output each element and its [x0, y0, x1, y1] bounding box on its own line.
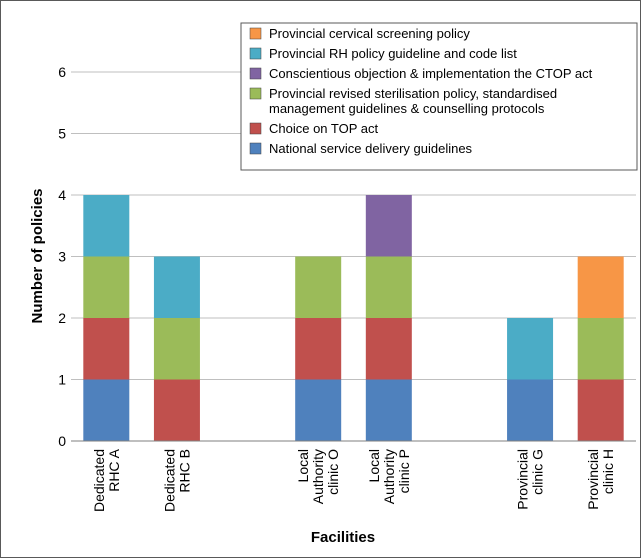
bar-segment — [577, 256, 624, 318]
x-category-label-line: Dedicated — [161, 449, 177, 512]
x-category-label-line: Local — [366, 449, 382, 482]
y-tick-label: 6 — [58, 64, 66, 80]
bar-segment — [83, 256, 130, 318]
x-category-label-line: Provincial — [515, 449, 531, 510]
bar-segment — [365, 379, 412, 441]
y-tick-label: 0 — [58, 433, 66, 449]
x-axis-title: Facilities — [311, 529, 375, 546]
bar-segment — [153, 379, 200, 441]
legend-label: National service delivery guidelines — [269, 141, 473, 156]
legend-swatch — [249, 122, 262, 135]
bar-segment — [83, 195, 130, 257]
y-tick-label: 1 — [58, 372, 66, 388]
x-category-label-line: Authority — [381, 449, 397, 504]
legend-label: Provincial cervical screening policy — [269, 26, 470, 41]
y-axis-title: Number of policies — [29, 188, 46, 323]
x-category-label-line: RHC B — [176, 449, 192, 493]
legend-swatch — [249, 47, 262, 60]
y-tick-label: 2 — [58, 310, 66, 326]
x-category-label: Local Authority clinic P — [366, 449, 412, 504]
bar-segment — [153, 256, 200, 318]
x-category-label-line: Dedicated — [91, 449, 107, 512]
y-tick-label: 3 — [58, 249, 66, 265]
legend-label: Provincial revised sterilisation policy,… — [269, 86, 557, 101]
x-category-label: Dedicated RHC A — [91, 448, 122, 512]
legend-label: Provincial RH policy guideline and code … — [269, 46, 517, 61]
x-category-label: Dedicated RHC B — [161, 449, 192, 512]
bar-segment — [295, 318, 342, 380]
bar-segment — [577, 318, 624, 380]
x-category-label: Provincial clinic H — [585, 449, 616, 510]
bar-segment — [365, 256, 412, 318]
legend-swatch — [249, 142, 262, 155]
x-category-label-line: clinic H — [600, 449, 616, 494]
x-category-label-line: clinic P — [396, 449, 412, 493]
legend-swatch — [249, 67, 262, 80]
x-category-label-line: Local — [295, 449, 311, 482]
legend-label: management guidelines & counselling prot… — [269, 101, 545, 116]
bar-segment — [507, 318, 554, 380]
bars — [83, 195, 624, 441]
x-category-label: Provincial clinic G — [515, 449, 546, 510]
bar-segment — [507, 379, 554, 441]
legend-box — [240, 22, 638, 171]
legend-label: Conscientious objection & implementation… — [269, 66, 593, 81]
bar-segment — [295, 379, 342, 441]
legend: Provincial cervical screening policy Prov… — [240, 22, 638, 171]
y-tick-labels: 0 1 2 3 4 5 6 — [58, 64, 66, 449]
y-tick-label: 4 — [58, 187, 66, 203]
y-tick-label: 5 — [58, 126, 66, 142]
bar-segment — [83, 379, 130, 441]
bar-segment — [577, 379, 624, 441]
x-category-label-line: Provincial — [585, 449, 601, 510]
legend-swatch — [249, 27, 262, 40]
legend-label: Choice on TOP act — [269, 121, 379, 136]
x-category-label: Local Authority clinic O — [295, 449, 341, 504]
x-category-labels: Dedicated RHC A Dedicated RHC B Local Authori… — [91, 448, 616, 512]
x-category-label-line: RHC A — [106, 448, 122, 491]
bar-segment — [365, 195, 412, 257]
bar-segment — [365, 318, 412, 380]
bar-segment — [295, 256, 342, 318]
x-category-label-line: clinic O — [325, 449, 341, 495]
bar-segment — [83, 318, 130, 380]
legend-swatch — [249, 87, 262, 100]
bar-segment — [153, 318, 200, 380]
x-category-label-line: clinic G — [530, 449, 546, 495]
x-category-label-line: Authority — [310, 449, 326, 504]
